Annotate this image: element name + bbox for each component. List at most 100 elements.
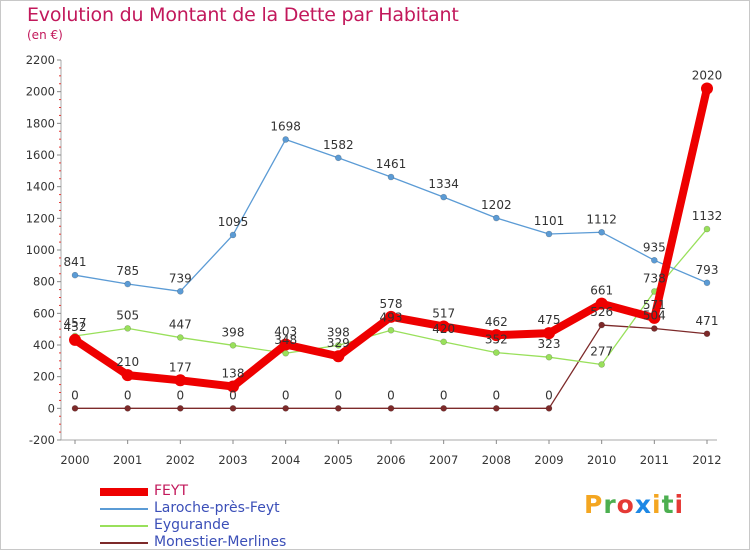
y-tick-label: -200 <box>29 433 55 447</box>
data-label-0: 571 <box>643 298 666 312</box>
data-label-3: 526 <box>590 305 613 319</box>
data-label-0: 517 <box>432 306 455 320</box>
series-point-0 <box>279 338 292 351</box>
data-label-3: 0 <box>282 388 290 402</box>
series-point-3 <box>71 405 79 412</box>
series-point-3 <box>177 405 184 412</box>
data-label-1: 1582 <box>323 138 354 152</box>
series-point-1 <box>545 230 553 238</box>
series-point-3 <box>229 405 237 412</box>
x-tick-label: 2007 <box>429 453 458 467</box>
series-point-3 <box>598 321 605 329</box>
y-tick-label: 0 <box>48 401 55 415</box>
series-point-1 <box>229 231 237 239</box>
data-label-1: 841 <box>64 255 87 269</box>
data-label-0: 177 <box>169 360 192 374</box>
y-tick-label: 400 <box>33 338 55 352</box>
x-tick-label: 2005 <box>324 453 353 467</box>
logo-letter: i <box>652 490 662 519</box>
data-label-0: 2020 <box>692 69 723 83</box>
series-point-0 <box>648 311 661 324</box>
data-label-2: 457 <box>64 316 87 330</box>
series-point-3 <box>440 405 447 412</box>
x-tick-label: 2008 <box>482 453 511 467</box>
series-point-2 <box>124 325 131 332</box>
series-point-1 <box>177 288 184 295</box>
data-label-3: 0 <box>71 388 79 402</box>
x-tick-label: 2006 <box>376 453 405 467</box>
series-point-3 <box>282 405 289 412</box>
series-point-1 <box>651 256 658 264</box>
series-point-2 <box>335 342 342 349</box>
data-label-1: 1202 <box>481 198 512 212</box>
y-tick-label: 1800 <box>26 116 55 130</box>
data-label-1: 739 <box>169 271 192 285</box>
series-point-0 <box>332 350 345 363</box>
logo-letter: r <box>603 490 617 519</box>
series-point-1 <box>282 136 289 143</box>
series-point-1 <box>71 271 79 279</box>
data-label-2: 398 <box>327 325 350 339</box>
series-point-3 <box>124 405 131 412</box>
data-label-2: 738 <box>643 271 666 285</box>
x-tick-label: 2002 <box>166 453 195 467</box>
series-point-0 <box>490 329 503 342</box>
series-point-0 <box>595 297 608 310</box>
data-label-1: 785 <box>116 264 139 278</box>
series-point-3 <box>545 405 553 412</box>
legend-label: Eygurande <box>154 517 230 533</box>
data-label-3: 0 <box>229 388 237 402</box>
data-label-3: 0 <box>440 388 448 402</box>
data-label-2: 352 <box>485 333 508 347</box>
data-label-2: 277 <box>590 344 613 358</box>
y-tick-label: 800 <box>33 275 55 289</box>
data-label-2: 420 <box>432 322 455 336</box>
x-tick-label: 2000 <box>60 453 89 467</box>
y-tick-label: 1200 <box>26 211 55 225</box>
series-point-3 <box>703 330 711 338</box>
logo-letter: i <box>674 490 685 519</box>
y-tick-label: 1000 <box>26 243 55 257</box>
legend-item: Eygurande <box>100 517 340 535</box>
legend-label: FEYT <box>154 483 189 499</box>
y-tick-label: 1600 <box>26 148 55 162</box>
data-label-1: 1095 <box>218 215 249 229</box>
series-point-1 <box>387 173 395 181</box>
series-point-0 <box>385 310 397 323</box>
series-point-1 <box>124 280 131 288</box>
data-label-1: 1101 <box>534 214 565 228</box>
data-label-3: 0 <box>177 388 185 402</box>
chart-subtitle: (en €) <box>27 28 63 42</box>
legend-swatch <box>100 508 148 510</box>
data-label-0: 661 <box>590 284 613 298</box>
logo-letter: P <box>584 490 604 519</box>
series-point-2 <box>703 225 711 233</box>
data-label-2: 398 <box>222 325 245 339</box>
data-label-3: 0 <box>124 388 132 402</box>
data-label-2: 323 <box>538 337 561 351</box>
data-label-1: 1461 <box>376 157 407 171</box>
series-point-0 <box>227 380 239 393</box>
series-point-2 <box>545 353 553 361</box>
x-tick-label: 2004 <box>271 453 300 467</box>
logo-letter: o <box>616 490 635 519</box>
series-point-2 <box>440 338 447 346</box>
data-label-0: 475 <box>538 313 561 327</box>
series-point-3 <box>387 405 395 412</box>
series-point-2 <box>493 349 500 356</box>
y-tick-label: 200 <box>33 370 55 384</box>
data-label-1: 935 <box>643 240 666 254</box>
data-label-3: 504 <box>643 309 666 323</box>
series-point-3 <box>335 405 342 412</box>
logo-letter: t <box>661 490 675 519</box>
series-point-2 <box>387 326 395 334</box>
y-tick-label: 1400 <box>26 180 55 194</box>
legend-swatch <box>100 525 148 527</box>
legend-item: Laroche-près-Feyt <box>100 500 340 518</box>
series-point-1 <box>440 193 447 201</box>
series-point-1 <box>598 228 605 236</box>
series-point-1 <box>703 279 711 287</box>
data-label-1: 1112 <box>586 212 617 226</box>
x-tick-label: 2003 <box>218 453 247 467</box>
data-label-0: 578 <box>380 297 403 311</box>
